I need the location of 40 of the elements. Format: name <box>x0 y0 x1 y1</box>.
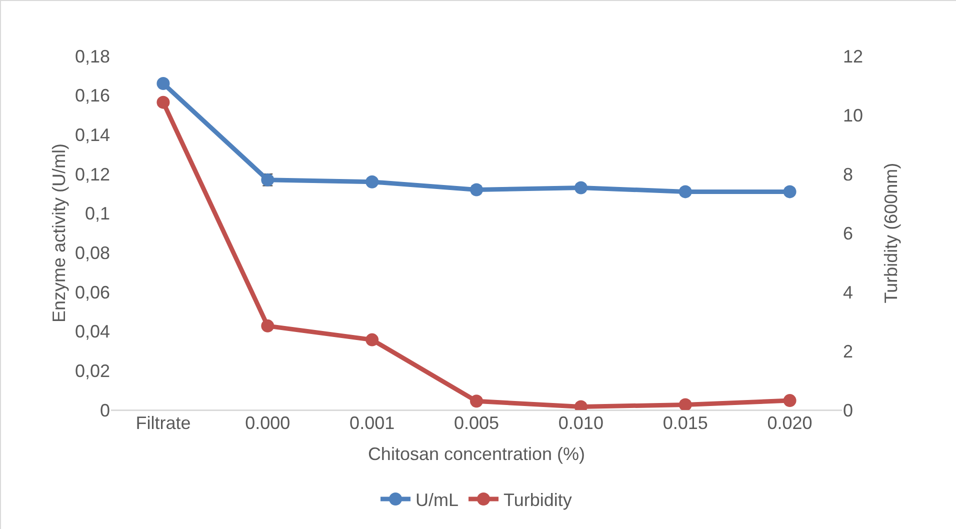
y-tick-label: 0 <box>100 400 110 420</box>
y-tick-label: 0,16 <box>74 86 110 106</box>
x-tick-label: 0.010 <box>558 413 604 433</box>
legend-label: Turbidity <box>504 490 572 510</box>
point <box>366 333 379 346</box>
x-tick-label: 0.020 <box>767 413 812 433</box>
y2-tick-label: 6 <box>843 223 854 244</box>
y2-tick-label: 4 <box>843 282 854 302</box>
y2-axis-title: Turbidity (600nm) <box>881 162 901 304</box>
y-axis-title: Enzyme activity (U/ml) <box>49 143 69 323</box>
point <box>470 394 483 408</box>
point <box>678 398 692 410</box>
point <box>783 185 796 198</box>
y-tick-label: 0,18 <box>74 46 110 66</box>
legend-label: U/mL <box>416 490 459 510</box>
point <box>156 77 170 90</box>
x-tick-label: 0.000 <box>245 413 290 433</box>
y-tick-label: 0,06 <box>74 282 110 302</box>
y-tick-label: 0,1 <box>84 204 110 224</box>
x-tick-label: 0.015 <box>662 413 708 433</box>
y2-tick-label: 8 <box>843 164 854 184</box>
y-tick-label: 0,12 <box>74 164 110 184</box>
point <box>783 394 796 408</box>
y-tick-label: 0,04 <box>74 322 110 342</box>
y-tick-label: 0,02 <box>74 360 110 381</box>
point <box>678 185 692 198</box>
x-axis-title: Chitosan concentration (%) <box>368 444 586 464</box>
point <box>156 96 170 109</box>
y-tick-label: 0,08 <box>74 242 110 263</box>
x-tick-label: 0.001 <box>350 413 395 433</box>
point <box>366 175 379 188</box>
point <box>261 319 274 332</box>
y2-tick-label: 2 <box>843 341 854 362</box>
y2-tick-label: 10 <box>843 105 864 126</box>
x-tick-label: 0.005 <box>454 413 500 433</box>
y-tick-label: 0,14 <box>74 124 110 145</box>
x-tick-label: Filtrate <box>136 413 191 433</box>
y2-tick-label: 0 <box>843 400 854 420</box>
y2-tick-label: 12 <box>843 46 864 66</box>
point <box>574 181 588 194</box>
